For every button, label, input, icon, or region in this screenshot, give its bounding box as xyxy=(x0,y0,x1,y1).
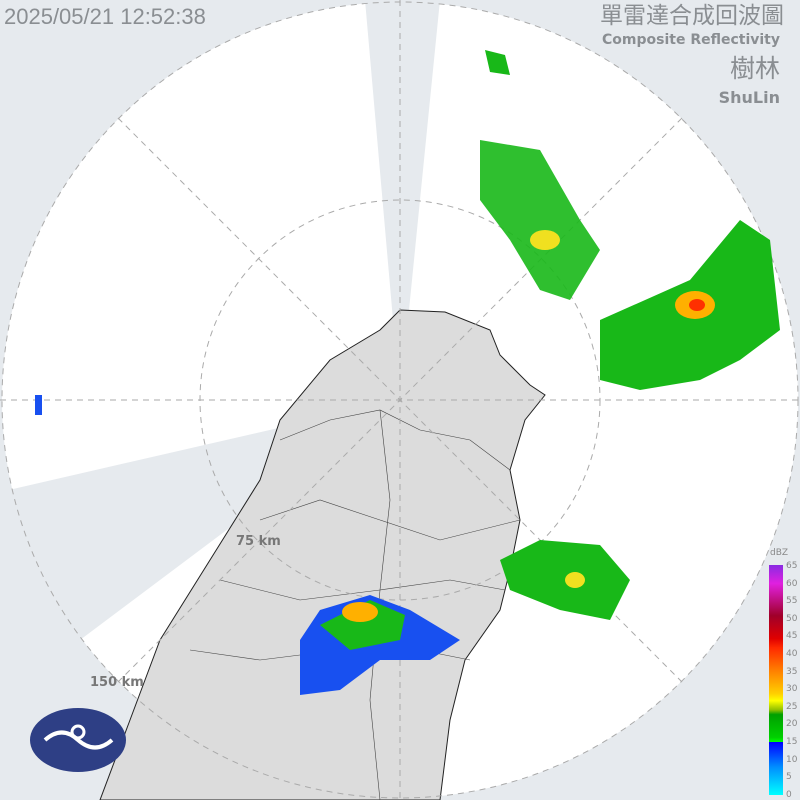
blind-sector-north xyxy=(365,0,440,400)
station-en: ShuLin xyxy=(718,88,780,107)
ring-label-75: 75 km xyxy=(236,534,281,549)
color-legend xyxy=(769,565,783,795)
title-en: Composite Reflectivity xyxy=(602,32,780,48)
legend-tick: 15 xyxy=(786,737,798,747)
ring-label-150: 150 km xyxy=(90,675,144,690)
legend-tick: 0 xyxy=(786,789,792,800)
legend-tick: 50 xyxy=(786,613,798,624)
legend-unit: dBZ xyxy=(770,548,789,558)
title-zh: 單雷達合成回波圖 xyxy=(600,3,784,29)
blind-sector-west xyxy=(0,400,400,800)
legend-tick: 10 xyxy=(786,754,798,765)
legend-tick: 60 xyxy=(786,578,798,589)
legend-tick: 20 xyxy=(786,719,798,730)
legend-tick: 25 xyxy=(786,701,798,712)
legend-tick: 35 xyxy=(786,666,798,677)
timestamp: 2025/05/21 12:52:38 xyxy=(4,4,206,29)
legend-tick: 5 xyxy=(786,772,792,783)
echo-cells xyxy=(35,50,780,695)
station-zh: 樹林 xyxy=(729,54,780,83)
legend-tick: 45 xyxy=(786,631,798,642)
legend-tick: 55 xyxy=(786,596,798,607)
legend-tick: 65 xyxy=(786,561,798,571)
cwa-logo xyxy=(30,708,126,772)
legend-tick: 30 xyxy=(786,684,798,695)
legend-tick: 40 xyxy=(786,649,798,659)
